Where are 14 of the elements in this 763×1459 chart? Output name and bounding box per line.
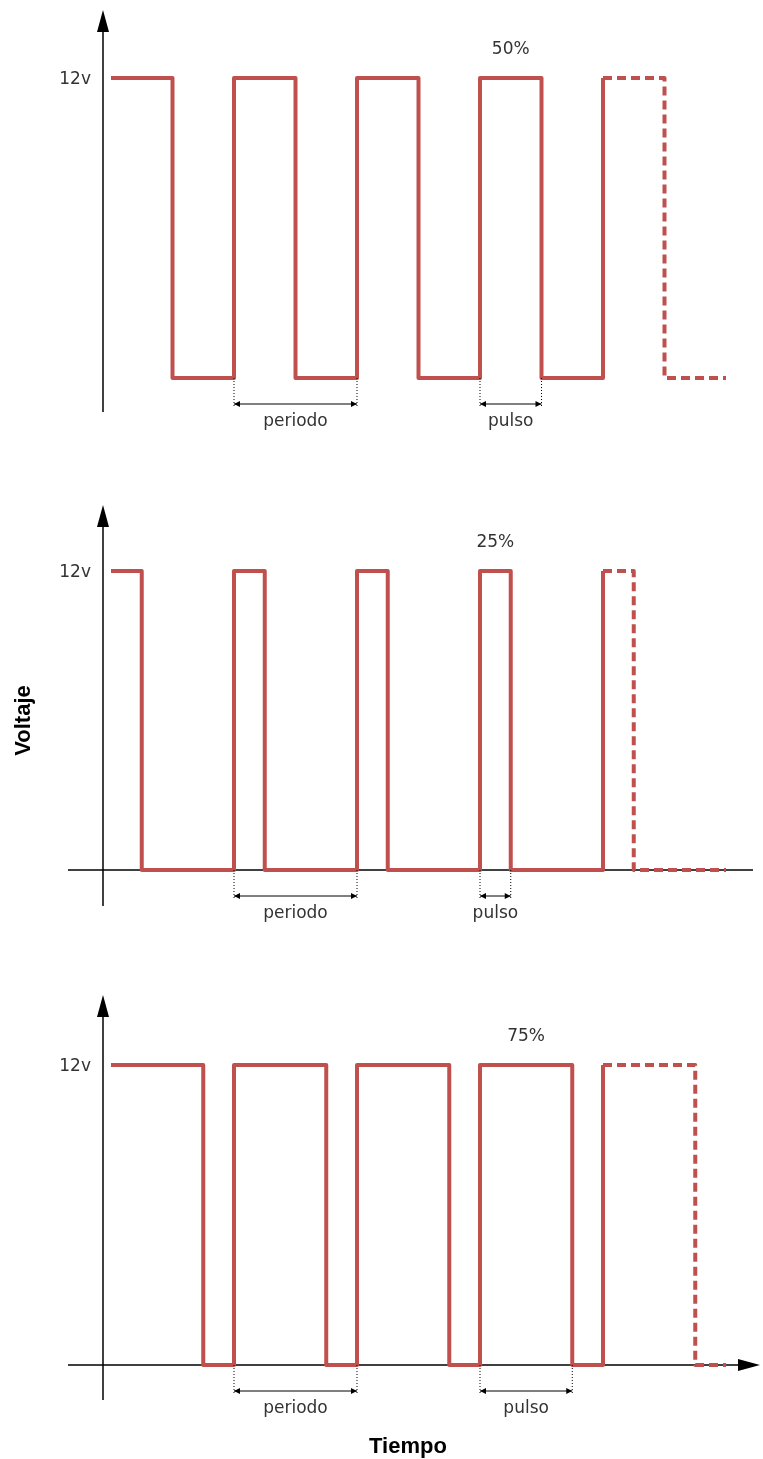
text: 75% [507,1025,546,1045]
annotation: 12v [59,1055,91,1075]
text: pulso [472,902,519,922]
text: pulso [487,410,534,430]
text: 50% [491,38,530,58]
text: periodo [263,902,328,922]
text: pulso [503,1397,549,1417]
text: 12v [59,68,91,88]
x-axis-title: Tiempo [369,1433,447,1458]
text: 25% [476,531,515,551]
y-axis-title: Voltaje [10,685,35,756]
text: periodo [263,410,328,430]
text: periodo [263,1397,328,1417]
annotation: 12v [59,561,91,581]
